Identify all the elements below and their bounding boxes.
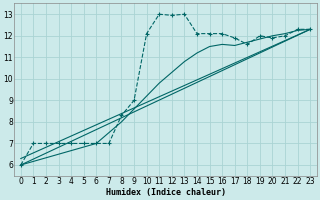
X-axis label: Humidex (Indice chaleur): Humidex (Indice chaleur) [106, 188, 226, 197]
